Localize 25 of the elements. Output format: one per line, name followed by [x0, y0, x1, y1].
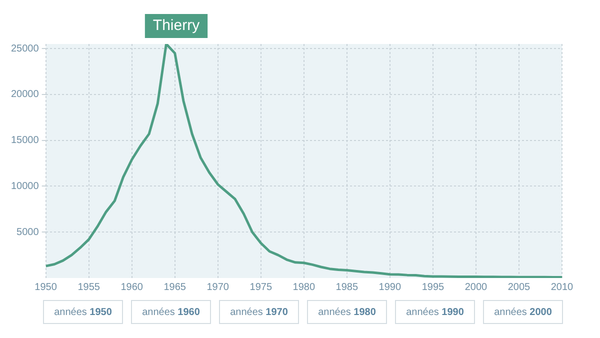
y-tick-label: 10000 [10, 180, 40, 192]
text: années 2000 [494, 306, 552, 318]
x-tick-label: 1995 [422, 282, 445, 293]
y-tick-label: 25000 [10, 43, 40, 54]
x-tick-label: 1975 [250, 282, 272, 293]
x-tick-label: 1950 [34, 282, 58, 293]
x-tick-label: 2010 [550, 282, 574, 293]
text: années 1970 [230, 306, 288, 318]
text: années 1990 [406, 306, 464, 318]
text: années 1980 [318, 306, 376, 318]
chart-title: Thierry [152, 17, 200, 34]
x-tick-label: 1980 [292, 282, 316, 293]
x-tick-label: 1960 [120, 282, 144, 293]
text: années 1950 [54, 306, 112, 318]
x-tick-label: 1985 [336, 282, 358, 293]
x-tick-label: 1955 [78, 282, 100, 293]
y-tick-label: 15000 [10, 135, 40, 146]
x-tick-label: 1970 [206, 282, 230, 293]
y-tick-label: 20000 [10, 89, 40, 100]
x-tick-label: 1965 [164, 282, 186, 293]
x-tick-label: 2000 [464, 282, 488, 293]
y-tick-label: 5000 [16, 226, 40, 238]
x-tick-label: 2005 [508, 282, 531, 293]
text: années 1960 [142, 306, 200, 318]
x-tick-label: 1990 [378, 282, 402, 293]
